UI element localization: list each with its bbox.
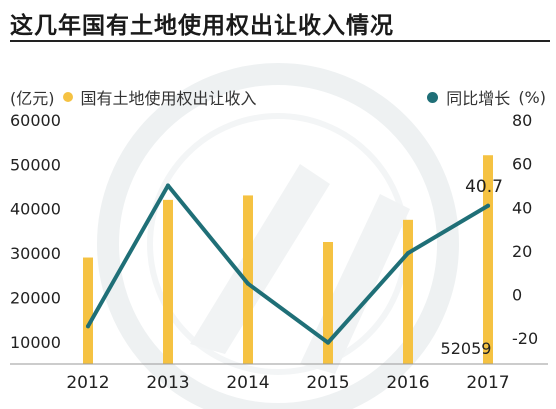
left-axis-unit: (亿元) (10, 89, 55, 108)
right-tick-60: 60 (512, 155, 532, 174)
legend-right: 同比增长 (%) (427, 86, 546, 108)
x-tick-2017: 2017 (466, 373, 509, 393)
right-tick-0: 0 (512, 286, 522, 305)
growth-line (86, 183, 490, 345)
growth-point-2013 (166, 183, 170, 188)
right-tick-20: 20 (512, 242, 532, 261)
bar-2012 (83, 257, 93, 364)
bar-2017 (483, 155, 493, 364)
bar-2013 (163, 199, 173, 364)
right-axis-unit: (%) (518, 87, 546, 107)
x-tick-2016: 2016 (386, 373, 429, 393)
chart-title: 这几年国有土地使用权出让收入情况 (10, 13, 394, 39)
bar-2014 (243, 195, 253, 364)
bar-legend-label: 国有土地使用权出让收入 (80, 89, 257, 108)
x-tick-2012: 2012 (66, 373, 109, 393)
bar-legend-swatch (62, 92, 73, 102)
growth-point-2017 (486, 203, 490, 208)
left-tick-10000: 10000 (10, 333, 61, 352)
legend-left: (亿元) 国有土地使用权出让收入 (10, 86, 257, 108)
right-tick-80: 80 (512, 111, 532, 130)
line-legend-swatch (427, 91, 439, 103)
bar-2016 (403, 219, 413, 364)
left-tick-50000: 50000 (10, 155, 61, 174)
x-tick-2015: 2015 (306, 373, 349, 393)
right-tick-40: 40 (512, 198, 532, 217)
left-tick-20000: 20000 (10, 288, 61, 307)
growth-point-2014 (246, 281, 250, 286)
growth-point-2015 (326, 340, 330, 345)
x-tick-2014: 2014 (226, 373, 269, 393)
growth-point-2016 (406, 251, 410, 256)
revenue-data-label: 52059 (441, 339, 492, 358)
line-legend-label: 同比增长 (446, 89, 511, 108)
growth-point-2012 (86, 324, 90, 329)
left-tick-40000: 40000 (10, 200, 61, 219)
x-tick-2013: 2013 (146, 373, 189, 393)
left-tick-60000: 60000 (10, 111, 61, 130)
growth-data-label: 40.7 (465, 177, 503, 197)
left-tick-30000: 30000 (10, 244, 61, 263)
bar-2015 (323, 242, 333, 364)
right-tick--20: -20 (512, 329, 538, 348)
title-divider (10, 40, 550, 42)
title-bar: 这几年国有土地使用权出让收入情况 (0, 0, 556, 44)
